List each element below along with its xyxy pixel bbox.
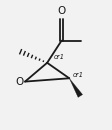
Text: O: O (57, 6, 66, 16)
Text: or1: or1 (73, 72, 84, 78)
Polygon shape (69, 78, 83, 97)
Text: O: O (16, 77, 24, 87)
Text: or1: or1 (54, 54, 65, 60)
